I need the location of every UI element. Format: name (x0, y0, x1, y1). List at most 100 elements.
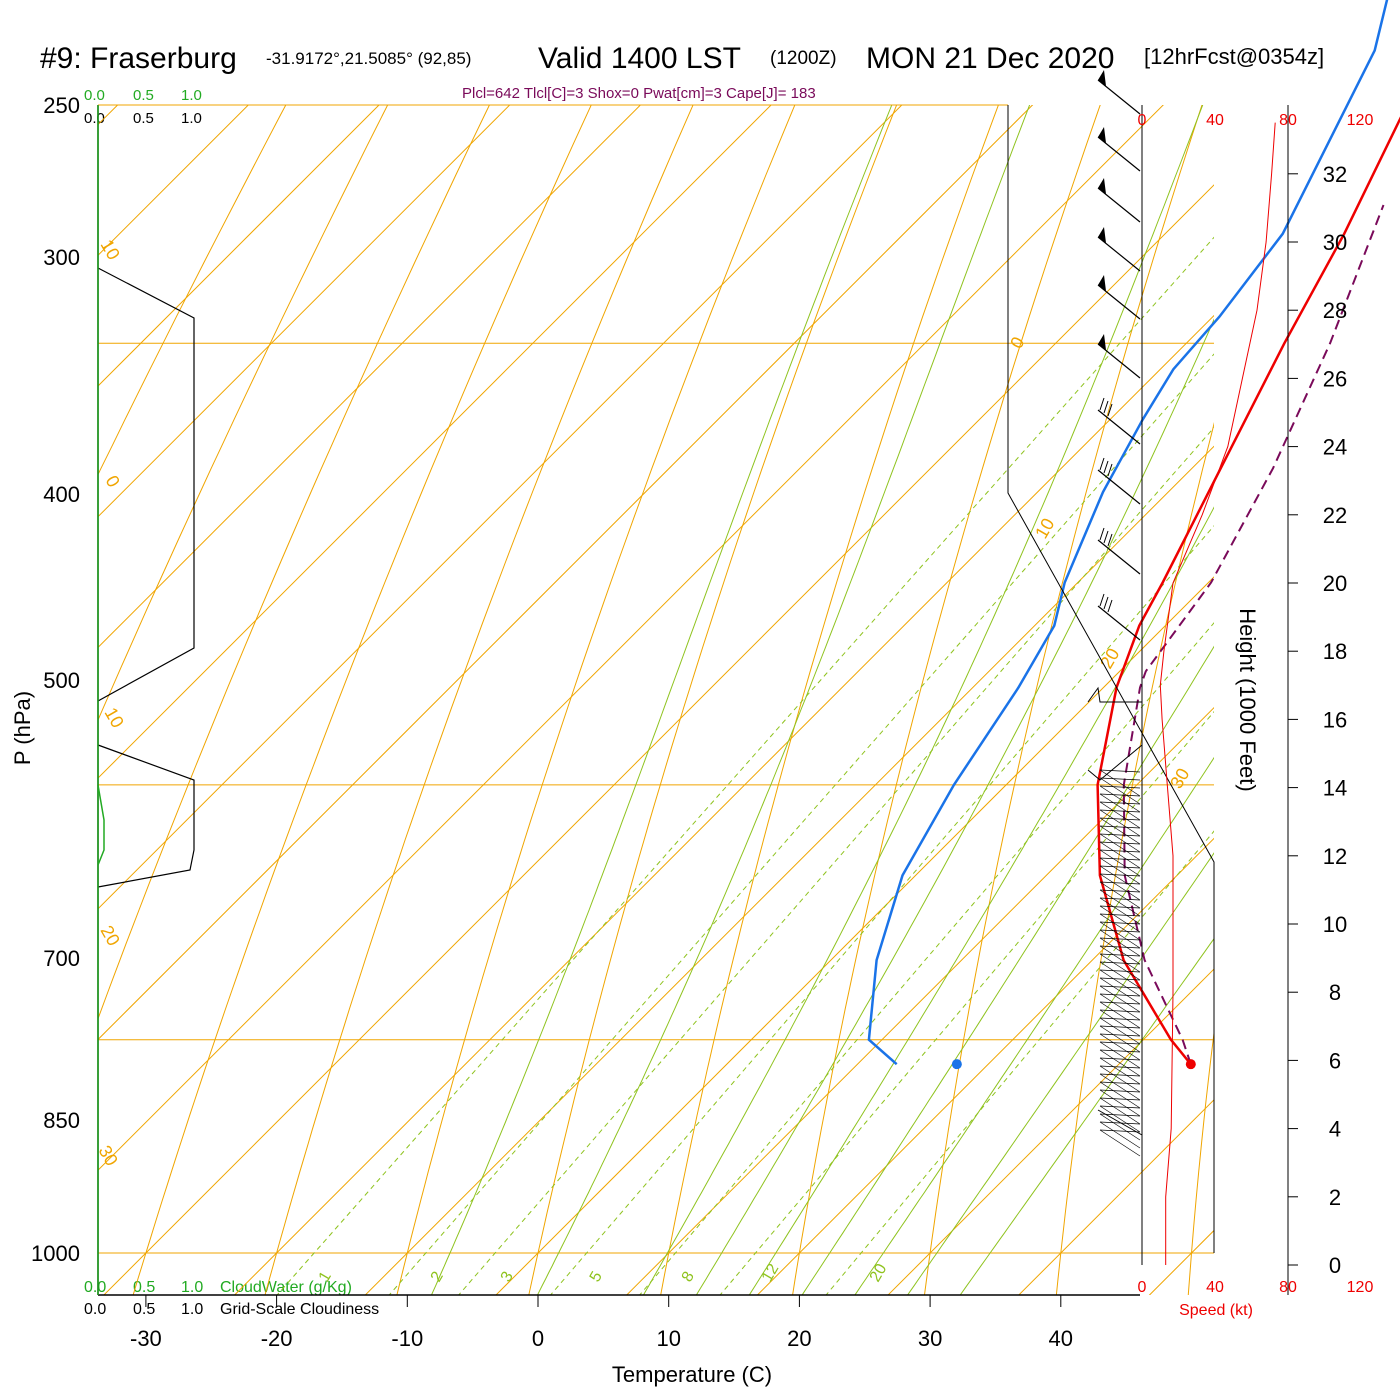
wind-barb-low (1099, 849, 1141, 853)
isotherm (98, 105, 511, 518)
wind-barb-low (1099, 1097, 1141, 1101)
moist-adiabat (536, 105, 1031, 1295)
mixing-ratio-label: 3 (498, 1269, 517, 1285)
cloud-water-tick: 0.5 (133, 1279, 155, 1296)
wind-barb-low (1099, 1025, 1141, 1029)
height-tick-label: 18 (1323, 639, 1347, 664)
temperature-tick: 10 (656, 1326, 680, 1351)
dry-adiabat (923, 105, 1203, 1295)
isotherm (625, 706, 1214, 1295)
height-tick-label: 14 (1323, 776, 1347, 801)
wind-barb-low (1099, 1113, 1141, 1117)
height-tick-label: 24 (1323, 435, 1347, 460)
cloudiness-tick: 0.0 (84, 1301, 106, 1318)
temperature-tick: 0 (532, 1326, 544, 1351)
dry-adiabat-label: 10 (97, 236, 124, 263)
wind-barb-low (1099, 1009, 1141, 1037)
moist-adiabat (854, 756, 1214, 1295)
moist-adiabat (748, 506, 1214, 1295)
wind-barb-low (1099, 1057, 1141, 1061)
isotherm (1148, 1229, 1214, 1295)
wind-barb-feather (1099, 457, 1105, 471)
height-tick-label: 10 (1323, 912, 1347, 937)
isotherm (98, 105, 1034, 1041)
height-tick-label: 32 (1323, 162, 1347, 187)
wind-barb-feather (1107, 599, 1113, 613)
wind-barb-staff (1097, 469, 1141, 505)
isotherm (887, 968, 1214, 1295)
wind-barb-low (1099, 825, 1141, 853)
wind-barb-low (1099, 857, 1141, 885)
wind-barb-low (1099, 801, 1141, 805)
height-tick-label: 12 (1323, 844, 1347, 869)
mixing-ratio-line (458, 426, 1214, 1295)
dry-adiabat (792, 105, 1101, 1295)
wind-barb-low (1099, 1017, 1141, 1045)
y-axis-title: P (hPa) (10, 691, 35, 765)
temperature-tick: 30 (918, 1326, 942, 1351)
axes: 10010203001020302503004005007008501000-3… (31, 93, 1347, 1351)
stability-indices: Plcl=642 Tlcl[C]=3 Shox=0 Pwat[cm]=3 Cap… (462, 85, 816, 102)
wind-barb-staff (1097, 343, 1141, 379)
valid-date: MON 21 Dec 2020 (866, 42, 1114, 75)
height-tick-label: 4 (1329, 1117, 1341, 1142)
profile-dewpoint (867, 0, 1389, 1066)
moist-adiabat (430, 105, 893, 1295)
wind-barb-feather (1103, 460, 1109, 474)
temperature-tick: -30 (130, 1326, 162, 1351)
wind-barb-low (1099, 785, 1141, 813)
temperature-tick: -20 (261, 1326, 293, 1351)
wind-barb-staff (1097, 409, 1141, 445)
wind-barb-low (1099, 873, 1141, 877)
wind-barb-low (1099, 801, 1141, 829)
cloud-water-outline (97, 784, 105, 866)
wind-barb-low (1099, 905, 1141, 909)
height-tick-label: 30 (1323, 230, 1347, 255)
temperature-tick: -10 (391, 1326, 423, 1351)
wind-barb-flag (1098, 227, 1106, 243)
wind-barb-low (1099, 1073, 1141, 1101)
wind-barb-low (1099, 953, 1141, 957)
wind-barb-low (1099, 921, 1141, 949)
wind-barb-low (1099, 905, 1141, 933)
cloud-profile (97, 105, 195, 1295)
wind-barb-low (1099, 1049, 1141, 1053)
wind-barb-low (1099, 945, 1141, 973)
isotherm (98, 105, 250, 257)
pressure-tick: 250 (43, 93, 80, 118)
dry-adiabat-label: 10 (1031, 515, 1058, 542)
cloudiness-tick: 0.5 (133, 1301, 155, 1318)
wind-barb (1097, 275, 1141, 320)
wind-barb (1097, 527, 1141, 575)
height-tick-label: 28 (1323, 298, 1347, 323)
wind-barb-low (1099, 817, 1141, 821)
wind-barb-low (1099, 1065, 1141, 1069)
wind-barb-low (1099, 929, 1141, 957)
wind-barb-low (1099, 969, 1141, 997)
x-axis-title: Temperature (C) (612, 1362, 772, 1387)
thermo-grid: 1 2 3 5 8 12 20 (98, 105, 1214, 1295)
wind-barb-mid (1087, 686, 1142, 703)
cloud-scale-top: 0.0 0.5 1.0 0.0 0.5 1.0 (84, 87, 202, 127)
wind-barb (1097, 127, 1141, 172)
wind-barb (1097, 457, 1141, 505)
wind-barb-low (1099, 833, 1141, 861)
wind-barb-low (1099, 961, 1141, 965)
moist-adiabat (959, 937, 1214, 1295)
wind-barb-low (1099, 913, 1141, 941)
valid-time: Valid 1400 LST (538, 42, 741, 75)
dry-adiabat (1187, 1029, 1214, 1295)
wind-barb-staff (1097, 187, 1141, 223)
wind-barb-low (1099, 841, 1141, 869)
isotherm (233, 314, 1214, 1295)
wind-barb-low (1099, 809, 1141, 813)
wind-barb-low (1099, 825, 1141, 829)
wind-barb-low (1099, 1073, 1141, 1077)
speed-tick-bottom: 0 (1138, 1279, 1147, 1296)
wind-barb-low (1099, 937, 1141, 941)
wind-barb-feather (1107, 533, 1113, 547)
mixing-ratio-line (276, 236, 1214, 1295)
moist-adiabat (642, 105, 1204, 1295)
mixing-ratio-label: 8 (679, 1269, 698, 1285)
dry-adiabat (396, 105, 796, 1295)
